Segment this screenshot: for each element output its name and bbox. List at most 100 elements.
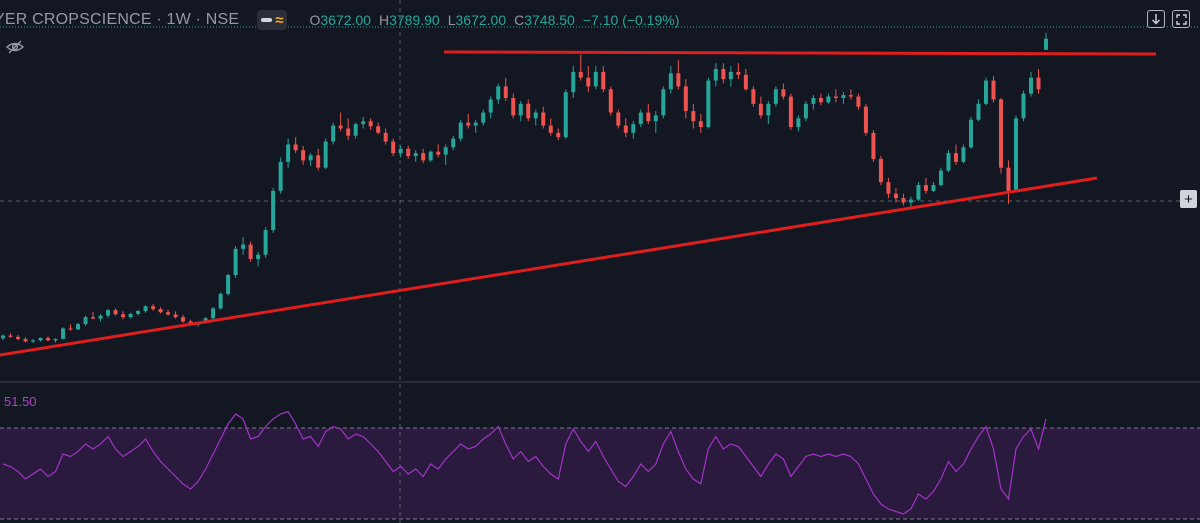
chart-style-toggle[interactable]: ≈ <box>257 10 288 30</box>
candle-body <box>563 92 568 138</box>
candle-body <box>533 112 538 119</box>
candle-body <box>593 71 598 87</box>
arrow-down-icon[interactable] <box>1147 10 1165 28</box>
candle-body <box>421 153 426 161</box>
candle-body <box>946 153 951 171</box>
resistance-trendline[interactable] <box>443 50 1157 56</box>
candle-body <box>451 138 456 148</box>
wave-icon: ≈ <box>275 11 284 29</box>
candle-body <box>1044 38 1048 50</box>
candle-body <box>1028 77 1033 94</box>
candle-body <box>353 124 358 136</box>
rsi-band <box>0 428 1200 519</box>
candle-body <box>346 128 351 136</box>
candle-body <box>473 122 478 126</box>
candle-body <box>841 95 846 99</box>
candle-body <box>91 317 96 319</box>
candle-body <box>901 198 906 203</box>
candle-body <box>751 89 756 104</box>
candle-body <box>466 122 471 126</box>
low-label: L <box>447 12 456 28</box>
low-value: 3672.00 <box>455 12 507 28</box>
candle-body <box>923 185 928 191</box>
candle-body <box>616 112 621 126</box>
candle-body <box>743 74 748 90</box>
candle-body <box>631 124 636 133</box>
candle-body <box>1013 118 1018 191</box>
candle-body <box>338 125 343 129</box>
candle-body <box>383 132 388 142</box>
candle-body <box>83 317 88 325</box>
candle-body <box>46 338 51 341</box>
candle-body <box>1036 77 1041 90</box>
candle-body <box>211 308 216 319</box>
candle-body <box>316 155 321 168</box>
candle-body <box>601 71 606 90</box>
candle-body <box>8 335 13 337</box>
candle-body <box>698 121 703 128</box>
candle-body <box>143 306 148 312</box>
candles-group <box>1 32 1048 344</box>
candle-body <box>278 161 283 191</box>
candle-body <box>241 244 246 249</box>
candle-body <box>653 115 658 122</box>
candle-body <box>886 182 891 194</box>
candle-body <box>556 132 561 138</box>
symbol-title[interactable]: YER CROPSCIENCE · 1W · NSE <box>0 11 240 28</box>
rsi-value-label: 51.50 <box>4 394 37 409</box>
candle-body <box>38 338 43 341</box>
candle-body <box>458 122 463 139</box>
candle-body <box>323 141 328 168</box>
candle-body <box>968 119 973 148</box>
candle-body <box>496 86 501 100</box>
candle-body <box>518 103 523 116</box>
plus-icon[interactable]: + <box>1180 190 1197 208</box>
open-value: 3672.00 <box>320 12 371 28</box>
open-label: O <box>309 12 321 28</box>
candle-body <box>578 71 583 78</box>
candle-body <box>953 153 958 162</box>
candle-body <box>908 199 913 203</box>
support-trendline[interactable] <box>0 176 1098 357</box>
candle-body <box>256 254 261 260</box>
candle-body <box>218 293 223 309</box>
candle-body <box>931 185 936 191</box>
candle-body <box>16 336 21 340</box>
candle-body <box>638 112 643 125</box>
candle-body <box>938 170 943 186</box>
candle-body <box>646 112 651 122</box>
candle-body <box>541 112 546 126</box>
close-label: C <box>514 12 525 28</box>
minus-icon <box>261 18 273 22</box>
candle-body <box>788 96 793 128</box>
candle-body <box>736 71 741 75</box>
candle-body <box>623 125 628 133</box>
candle-body <box>361 121 366 125</box>
candle-body <box>181 317 186 322</box>
candle-body <box>248 244 253 260</box>
candle-body <box>293 144 298 151</box>
candle-body <box>976 103 981 120</box>
candle-body <box>136 311 141 314</box>
change-value: −7.10 (−0.19%) <box>582 12 680 28</box>
candle-body <box>368 121 373 127</box>
candle-body <box>781 89 786 97</box>
candle-body <box>773 89 778 104</box>
candle-body <box>871 132 876 159</box>
candle-body <box>661 89 666 116</box>
candle-body <box>226 275 231 294</box>
candle-body <box>436 151 441 155</box>
close-value: 3748.50 <box>524 12 575 28</box>
candle-body <box>878 158 883 183</box>
expand-icon[interactable] <box>1172 10 1190 28</box>
candle-body <box>308 155 313 161</box>
candle-body <box>151 306 156 310</box>
eye-off-icon[interactable] <box>6 39 24 55</box>
ohlc-readout: O 3672.00 H 3789.90 L 3672.00 C 3748.50 … <box>309 12 687 28</box>
candle-body <box>548 125 553 133</box>
candle-body <box>758 103 763 116</box>
candle-body <box>803 103 808 119</box>
candle-body <box>668 73 673 90</box>
candle-body <box>98 315 103 319</box>
